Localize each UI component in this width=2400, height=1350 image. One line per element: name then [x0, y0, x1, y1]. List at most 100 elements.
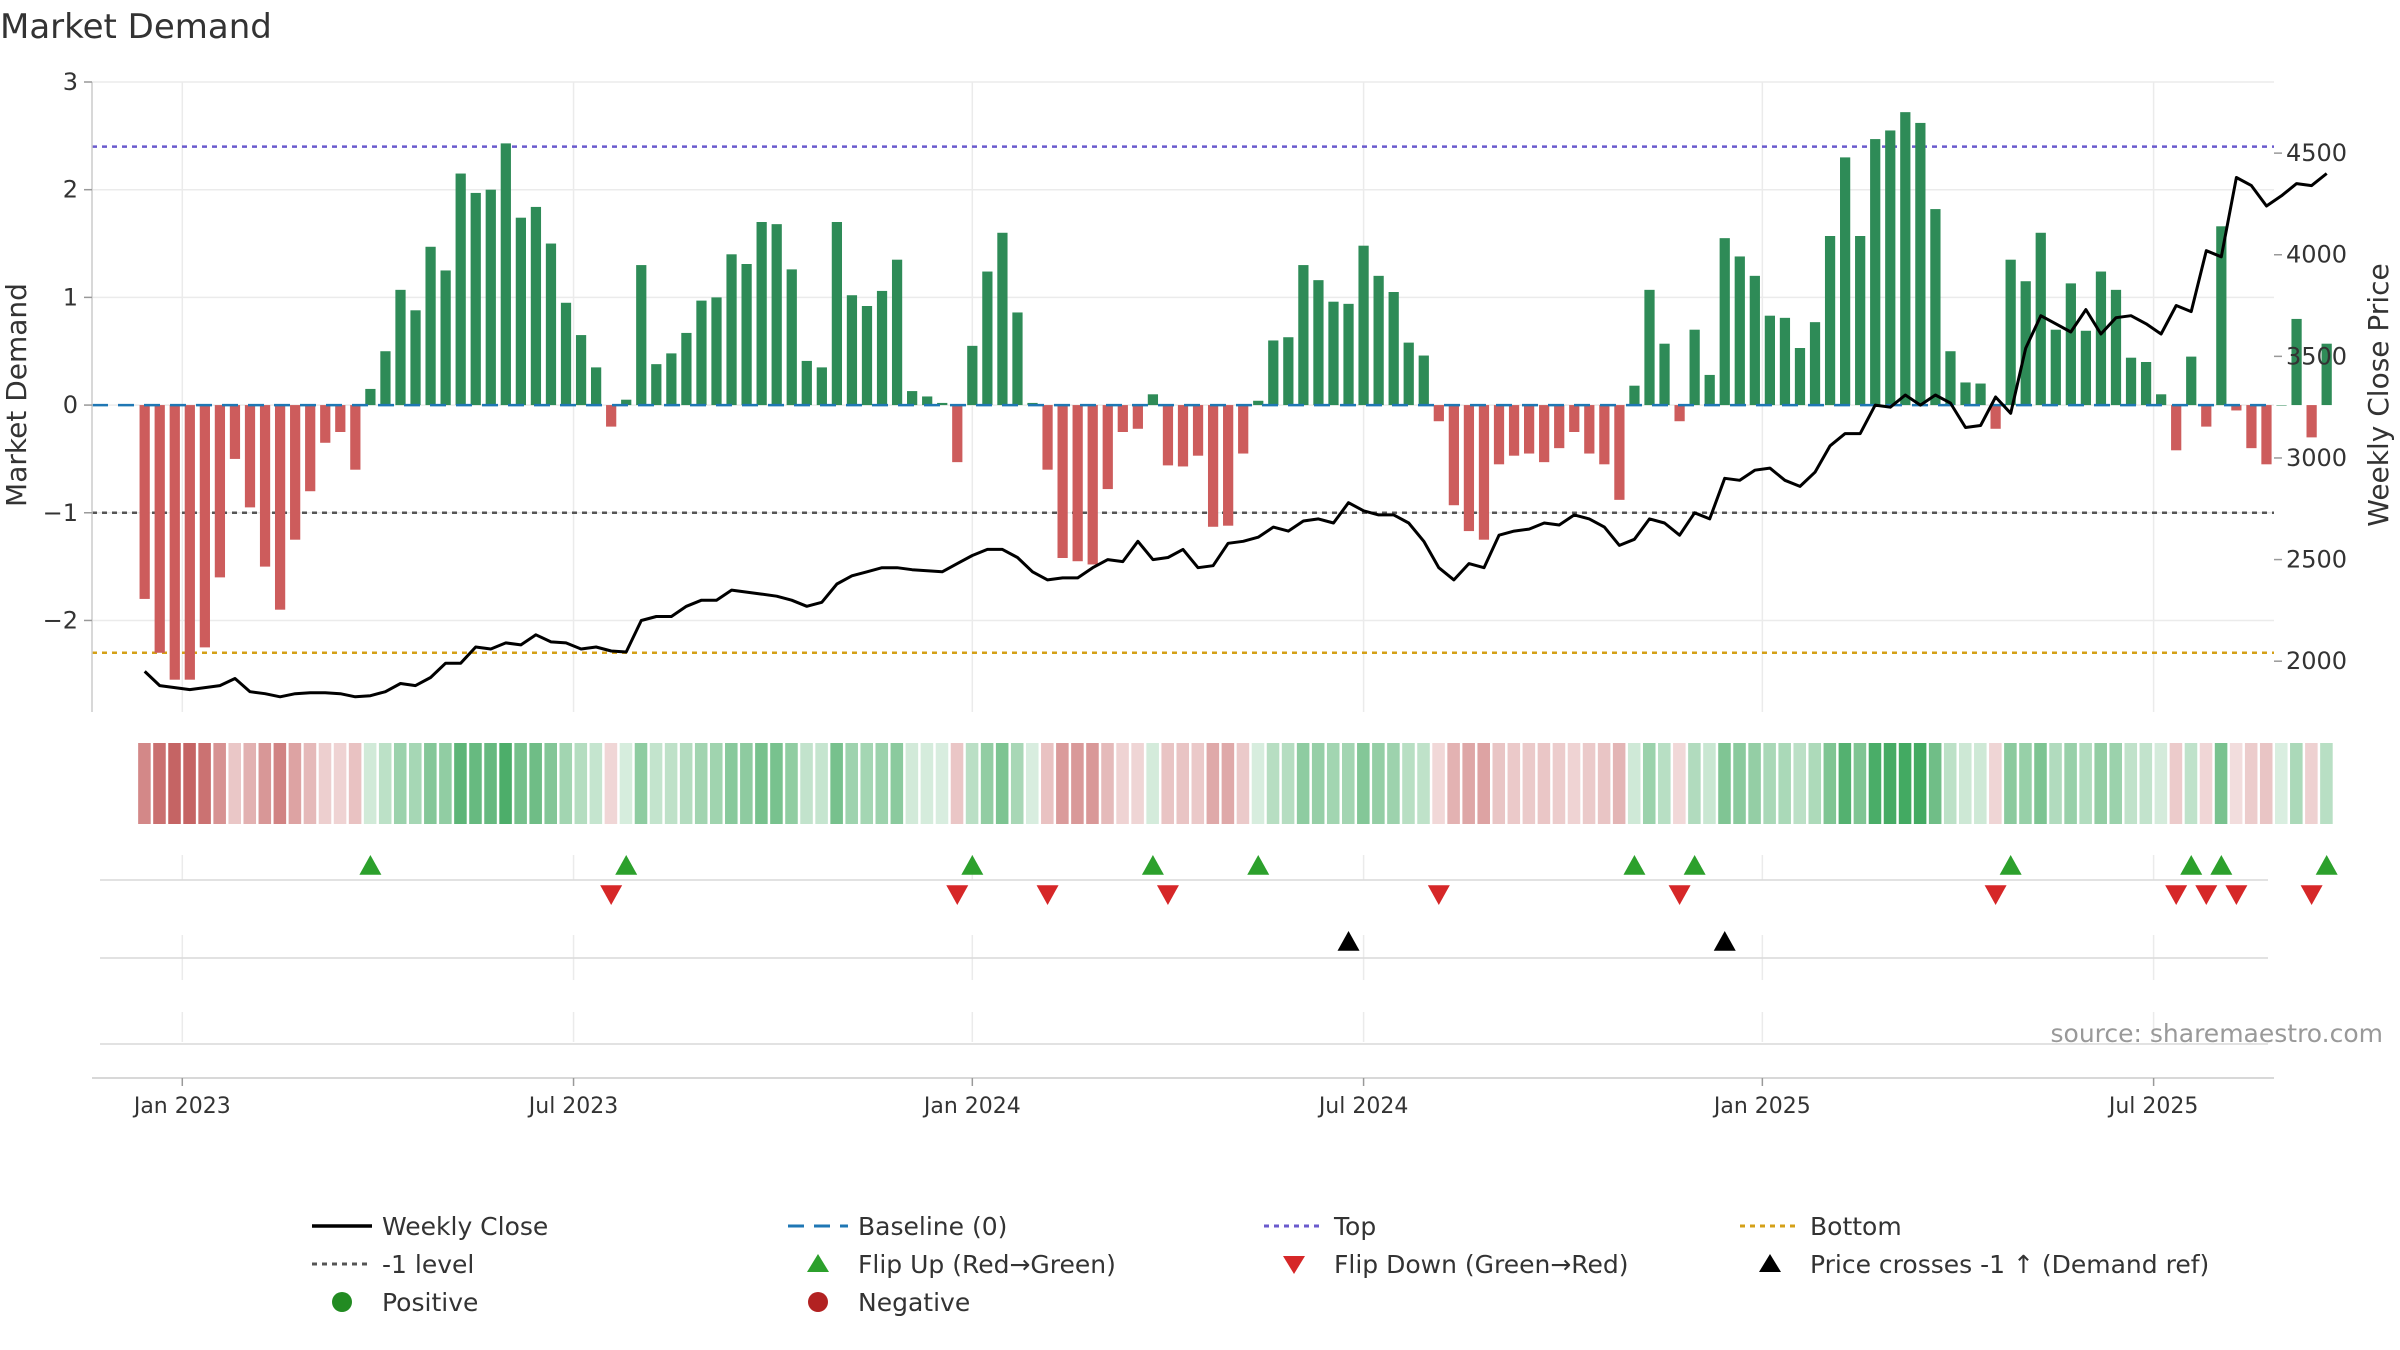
demand-bar: [1779, 317, 1791, 406]
demand-bar: [666, 353, 677, 406]
heat-cell: [378, 743, 392, 824]
y-tick-label-right: 4500: [2286, 139, 2347, 167]
demand-bar: [350, 405, 361, 470]
heat-cell: [454, 743, 467, 824]
flip-down-marker: [1984, 885, 2007, 905]
event-markers: [100, 855, 2338, 1045]
y-tick-label-right: 3000: [2286, 444, 2347, 472]
heat-cell: [1372, 743, 1385, 824]
heat-cell: [2034, 743, 2047, 824]
heat-cell: [770, 743, 783, 824]
demand-bar: [2246, 405, 2257, 449]
demand-bar: [801, 360, 812, 406]
heat-cell: [2184, 743, 2198, 824]
demand-bar: [485, 189, 496, 406]
y-tick-label-left: 3: [63, 68, 78, 96]
heat-cell: [1868, 743, 1882, 824]
heat-cell: [1612, 743, 1626, 824]
demand-bar: [606, 405, 617, 427]
legend-label: Bottom: [1810, 1212, 1902, 1241]
demand-bar: [455, 173, 466, 406]
demand-bar: [365, 388, 376, 406]
heat-cell: [574, 743, 588, 824]
flip-down-marker: [1427, 885, 1450, 905]
demand-bar: [335, 405, 346, 432]
heat-cell: [664, 743, 678, 824]
flip-up-marker: [1623, 855, 1646, 875]
demand-bar: [997, 232, 1008, 406]
heat-cell: [845, 743, 858, 824]
heat-cell: [725, 743, 738, 824]
heat-cell: [1432, 743, 1445, 824]
heat-cell: [499, 743, 512, 824]
demand-bar: [786, 269, 797, 406]
flip-down-marker: [600, 885, 623, 905]
heat-cell: [1763, 743, 1776, 824]
demand-bar: [1493, 405, 1505, 465]
heat-cell: [1161, 743, 1174, 824]
x-tick-label: Jul 2025: [2107, 1094, 2199, 1119]
heat-cell: [2124, 743, 2138, 824]
demand-bar: [1207, 405, 1219, 527]
demand-bar: [1569, 405, 1580, 432]
heat-cell: [830, 743, 843, 824]
heat-cell: [2094, 743, 2107, 824]
demand-bar: [1945, 351, 1956, 406]
demand-bar: [1283, 337, 1294, 406]
heat-cell: [1447, 743, 1460, 824]
demand-bar: [320, 405, 331, 443]
heat-cell: [1191, 743, 1205, 824]
demand-bar: [515, 217, 526, 406]
heat-cell: [785, 743, 798, 824]
demand-bar: [696, 300, 707, 406]
heat-cell: [288, 743, 302, 824]
x-tick-label: Jan 2023: [132, 1094, 231, 1119]
demand-bar: [1253, 400, 1264, 406]
legend: Weekly Close Baseline (0) Top Bottom -1 leve…: [312, 1212, 2209, 1317]
demand-bar: [1523, 405, 1535, 454]
demand-bar: [2261, 405, 2272, 465]
demand-bar: [560, 302, 572, 406]
heat-cell: [1913, 743, 1927, 824]
heat-cell: [1146, 743, 1159, 824]
demand-bar: [1539, 405, 1550, 463]
demand-bar: [861, 306, 873, 406]
demand-bar: [1674, 405, 1685, 422]
flip-up-marker: [1999, 855, 2022, 875]
demand-bar: [1388, 292, 1399, 406]
heat-cell: [544, 743, 557, 824]
demand-bar: [756, 222, 767, 406]
heat-cell: [1823, 743, 1837, 824]
heat-cell: [1898, 743, 1912, 824]
demand-bar: [305, 405, 316, 492]
flip-up-marker: [1141, 855, 1164, 875]
legend-label: Positive: [382, 1288, 478, 1317]
y-tick-label-left: 2: [63, 176, 78, 204]
heat-cell: [1778, 743, 1791, 824]
demand-bar: [154, 405, 165, 653]
heat-cell: [950, 743, 964, 824]
demand-bar: [2291, 318, 2302, 406]
demand-bar: [2156, 394, 2167, 406]
heat-cell: [1266, 743, 1280, 824]
demand-bar: [2005, 259, 2016, 406]
heat-cell: [2320, 743, 2333, 824]
flip-up-marker: [2210, 855, 2233, 875]
heat-cell: [1642, 743, 1656, 824]
demand-bar: [1584, 405, 1595, 454]
heat-cell: [1658, 743, 1671, 824]
demand-bar: [1057, 405, 1068, 558]
demand-bar: [1614, 405, 1625, 500]
demand-bar: [2321, 343, 2332, 406]
demand-bar: [2020, 281, 2031, 406]
heat-cell: [965, 743, 979, 824]
demand-bar: [846, 295, 858, 406]
flip-down-marker: [1156, 885, 1179, 905]
demand-bar: [290, 405, 301, 540]
flip-up-marker: [2180, 855, 2203, 875]
demand-bar: [1358, 245, 1369, 406]
demand-bar: [636, 265, 647, 406]
heat-cell: [2275, 743, 2288, 824]
demand-bar: [1915, 122, 1926, 406]
